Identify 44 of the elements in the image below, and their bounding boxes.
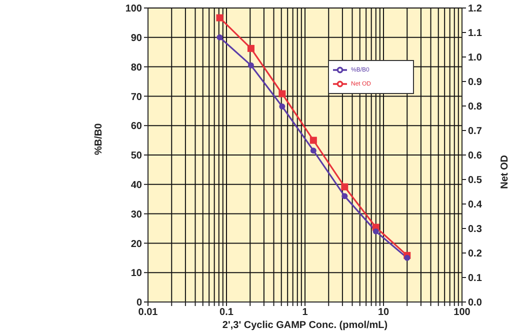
y2-tick-label: 1.0 [468,52,482,64]
point [372,228,379,234]
y-tick-label: 80 [130,62,142,74]
point [278,90,286,98]
y-tick-label: 50 [130,150,142,162]
y-tick-label: 100 [125,4,142,15]
x-tick-label: 0.01 [138,307,158,318]
y2-tick-label: 0.6 [468,150,482,162]
y2-tick-label: 0.3 [468,224,482,236]
y2-tick-label: 0.9 [468,77,482,88]
y2-tick-label: 0.7 [468,126,482,138]
y-tick-label: 70 [130,92,142,103]
point [247,44,254,52]
y-tick-label: 20 [130,238,142,250]
point [310,136,317,144]
x-tick-label: 1 [302,307,308,318]
point [216,14,224,22]
y-axis-title: %B/B0 [94,122,105,155]
point [404,254,410,261]
y2-tick-label: 0.8 [468,102,482,113]
y2-tick-label: 0.0 [468,298,482,309]
y-tick-label: 40 [130,180,142,191]
point [341,183,348,190]
x-tick-label: 0.1 [220,307,234,318]
point [342,193,348,200]
y-tick-label: 10 [130,268,142,280]
y-tick-label: 30 [130,209,142,220]
y2-tick-label: 1.1 [468,28,482,40]
point [216,34,223,40]
y2-tick-label: 0.5 [468,175,482,186]
y2-tick-label: 0.2 [468,248,482,260]
point [248,62,254,68]
x-tick-label: 10 [378,307,390,318]
y-tick-label: 90 [130,32,142,44]
point [279,103,286,110]
point [310,148,316,154]
y-tick-label: 0 [136,298,142,309]
x-axis-title: 2',3' Cyclic GAMP Conc. (pmol/mL) [222,320,388,331]
y2-tick-label: 1.2 [468,4,482,15]
x-tick-label: 100 [454,307,471,318]
y2-tick-label: 0.1 [468,273,482,284]
y-tick-label: 60 [130,121,142,132]
y2-axis-title: Net OD [500,155,508,189]
y2-tick-label: 0.4 [468,200,482,211]
